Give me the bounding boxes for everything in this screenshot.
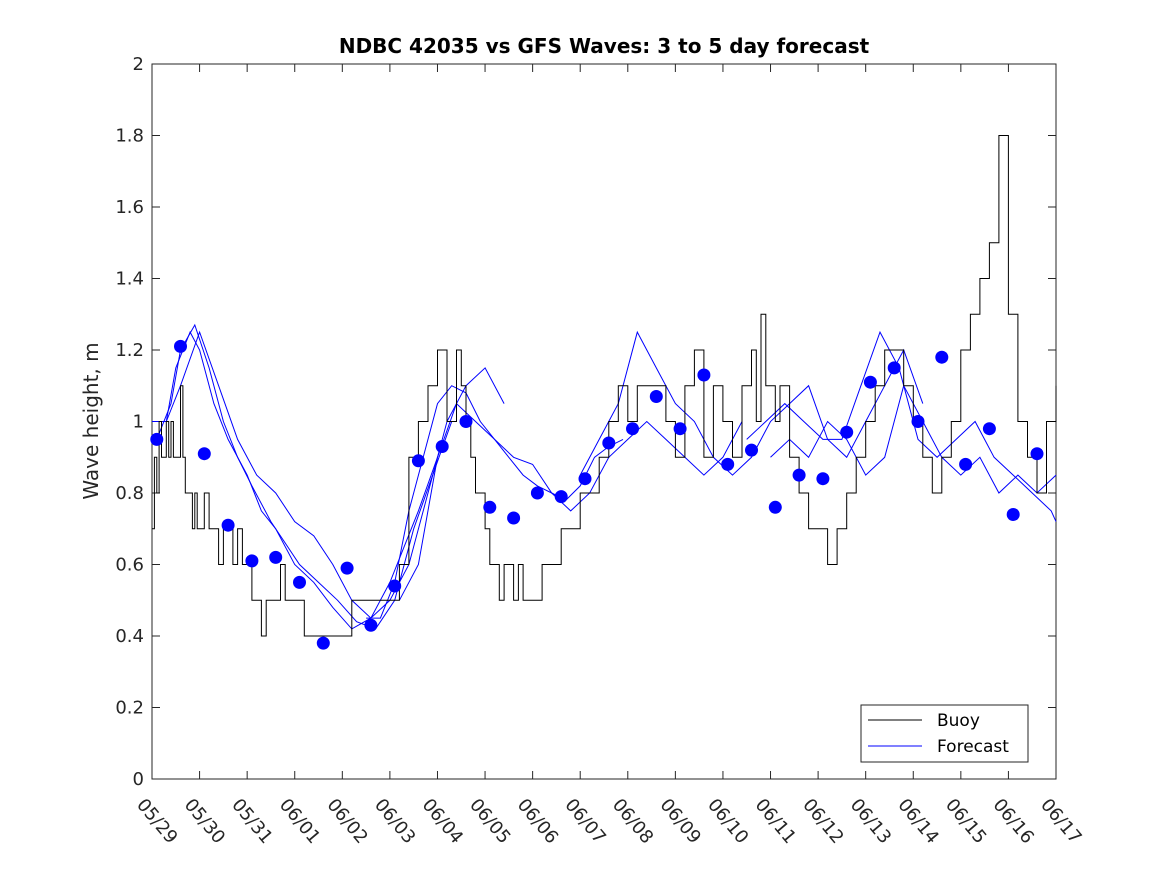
y-tick-label: 0 — [133, 769, 144, 790]
forecast-marker — [673, 422, 687, 436]
forecast-marker — [578, 472, 592, 486]
forecast-marker — [435, 440, 449, 453]
legend-box — [860, 704, 1029, 763]
forecast-marker — [959, 457, 973, 471]
forecast-run-line — [746, 330, 1057, 522]
y-tick-label: 0.4 — [115, 626, 144, 647]
forecast-marker — [602, 436, 616, 450]
buoy-series — [152, 135, 1057, 637]
forecast-marker — [554, 490, 568, 504]
legend-buoy-label: Buoy — [937, 711, 980, 731]
forecast-marker — [150, 432, 164, 446]
forecast-marker — [411, 454, 425, 468]
y-tick-label: 1.8 — [115, 126, 144, 147]
y-axis-label: Wave height, m — [79, 342, 103, 499]
forecast-marker — [626, 422, 639, 436]
plot-frame — [151, 63, 1057, 780]
y-tick-label: 0.6 — [115, 555, 144, 576]
forecast-marker — [364, 618, 378, 632]
forecast-marker — [388, 579, 402, 593]
y-tick-label: 0.8 — [115, 483, 144, 504]
forecast-marker — [840, 425, 854, 439]
y-tick-label: 0.2 — [115, 698, 144, 719]
forecast-marker — [340, 561, 354, 575]
forecast-marker — [982, 422, 996, 436]
forecast-marker — [792, 468, 806, 482]
forecast-marker — [293, 575, 306, 589]
forecast-marker — [269, 550, 283, 564]
forecast-marker — [483, 500, 497, 514]
forecast-marker — [1006, 508, 1020, 521]
buoy-line — [152, 135, 1057, 637]
forecast-marker — [197, 447, 211, 461]
y-tick-label: 1.4 — [115, 269, 144, 290]
forecast-marker — [221, 518, 235, 532]
legend: Buoy Forecast — [860, 704, 1029, 763]
forecast-marker — [816, 472, 830, 486]
forecast-marker — [649, 390, 663, 403]
forecast-marker — [507, 511, 521, 525]
forecast-marker — [935, 350, 949, 364]
forecast-marker — [863, 375, 877, 389]
forecast-marker — [316, 636, 330, 650]
chart-title: NDBC 42035 vs GFS Waves: 3 to 5 day fore… — [339, 34, 870, 58]
forecast-marker — [1030, 447, 1044, 461]
y-tick-label: 1.2 — [115, 340, 144, 361]
forecast-marker — [911, 415, 925, 428]
y-axis: 0 0.2 0.4 0.6 0.8 1 1.2 1.4 1.6 1.8 2 — [115, 54, 1056, 790]
forecast-marker — [745, 443, 758, 457]
y-tick-label: 1 — [133, 412, 144, 433]
forecast-marker — [459, 415, 473, 428]
forecast-marker — [887, 361, 901, 375]
y-tick-label: 2 — [133, 54, 144, 75]
legend-forecast-label: Forecast — [937, 737, 1009, 757]
forecast-marker — [721, 457, 735, 471]
forecast-marker — [174, 339, 187, 353]
forecast-marker — [245, 554, 259, 568]
y-tick-label: 1.6 — [115, 197, 144, 218]
forecast-markers — [150, 339, 1044, 650]
forecast-marker — [697, 368, 711, 382]
forecast-marker — [530, 486, 544, 500]
forecast-marker — [768, 500, 782, 514]
